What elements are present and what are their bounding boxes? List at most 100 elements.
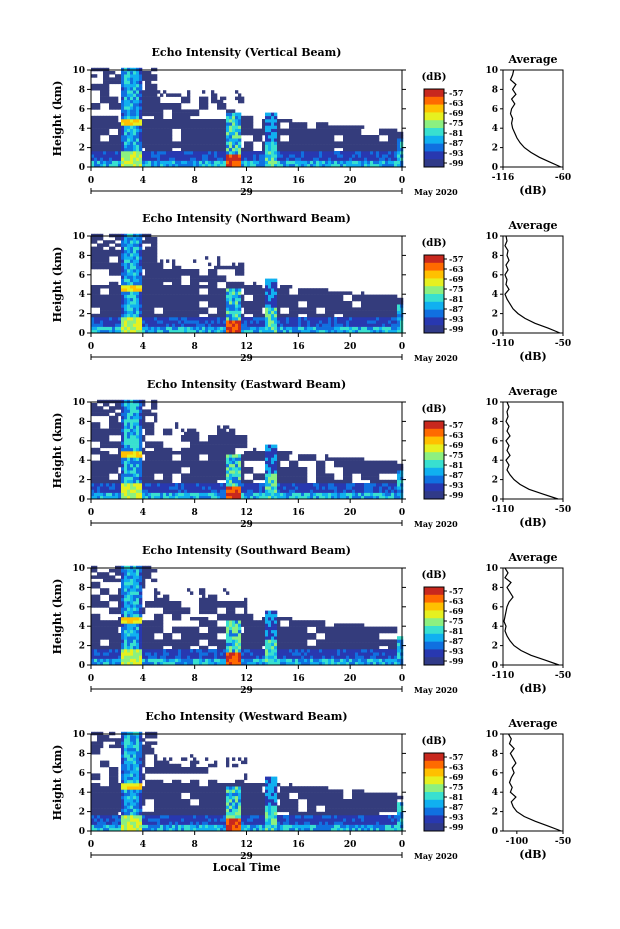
image-cell bbox=[220, 460, 224, 465]
image-cell bbox=[220, 106, 224, 110]
image-cell bbox=[163, 467, 167, 471]
image-cell bbox=[337, 317, 341, 321]
image-cell bbox=[124, 262, 128, 267]
image-cell bbox=[325, 313, 329, 318]
image-cell bbox=[139, 115, 143, 120]
image-cell bbox=[352, 131, 356, 136]
image-cell bbox=[142, 103, 146, 107]
image-cell bbox=[169, 428, 173, 433]
image-cell bbox=[235, 483, 239, 487]
image-cell bbox=[148, 240, 152, 244]
image-cell bbox=[244, 128, 248, 133]
image-cell bbox=[127, 265, 131, 270]
image-cell bbox=[145, 269, 149, 273]
image-cell bbox=[157, 109, 161, 113]
image-cell bbox=[142, 109, 146, 113]
image-cell bbox=[121, 275, 125, 279]
image-cell bbox=[157, 262, 161, 267]
image-cell bbox=[352, 320, 356, 324]
image-cell bbox=[148, 297, 152, 302]
image-cell bbox=[130, 425, 134, 429]
image-cell bbox=[199, 141, 203, 145]
image-cell bbox=[190, 304, 194, 308]
image-cell bbox=[142, 486, 146, 490]
image-cell bbox=[349, 128, 353, 133]
image-cell bbox=[148, 486, 152, 490]
image-cell bbox=[106, 329, 110, 334]
image-cell bbox=[127, 160, 131, 165]
image-cell bbox=[109, 406, 113, 410]
image-cell bbox=[241, 320, 245, 324]
image-cell bbox=[337, 294, 341, 299]
image-cell bbox=[127, 438, 131, 442]
image-cell bbox=[184, 326, 188, 331]
image-cell bbox=[208, 275, 212, 279]
image-cell bbox=[154, 447, 158, 452]
image-cell bbox=[283, 119, 287, 123]
image-cell bbox=[268, 112, 272, 117]
image-cell bbox=[121, 406, 125, 410]
image-cell bbox=[232, 163, 236, 168]
image-cell bbox=[202, 297, 206, 302]
image-cell bbox=[172, 163, 176, 168]
image-cell bbox=[139, 457, 143, 461]
image-cell bbox=[148, 122, 152, 126]
image-cell bbox=[322, 291, 326, 295]
image-cell bbox=[124, 476, 128, 481]
image-cell bbox=[91, 122, 95, 126]
colorbar-tick-label: -63 bbox=[449, 264, 464, 274]
image-cell bbox=[193, 128, 197, 133]
image-cell bbox=[103, 313, 107, 318]
image-cell bbox=[112, 135, 116, 139]
image-cell bbox=[109, 317, 113, 321]
image-cell bbox=[163, 473, 167, 477]
image-cell bbox=[253, 135, 257, 139]
image-cell bbox=[175, 119, 179, 123]
image-cell bbox=[241, 304, 245, 308]
image-cell bbox=[232, 473, 236, 477]
image-cell bbox=[226, 301, 230, 305]
image-cell bbox=[340, 310, 344, 315]
image-cell bbox=[154, 329, 158, 334]
image-cell bbox=[217, 431, 221, 436]
image-cell bbox=[166, 93, 170, 97]
image-cell bbox=[190, 275, 194, 279]
image-cell bbox=[178, 294, 182, 299]
image-cell bbox=[253, 281, 257, 286]
image-cell bbox=[208, 151, 212, 155]
image-cell bbox=[151, 457, 155, 461]
image-cell bbox=[145, 323, 149, 327]
image-cell bbox=[271, 317, 275, 321]
image-cell bbox=[304, 135, 308, 139]
image-cell bbox=[265, 457, 269, 461]
image-cell bbox=[331, 310, 335, 315]
image-cell bbox=[379, 163, 383, 168]
image-cell bbox=[112, 147, 116, 152]
image-cell bbox=[154, 285, 158, 289]
image-cell bbox=[289, 294, 293, 299]
colorbar-bin bbox=[424, 301, 444, 310]
colorbar-frame bbox=[423, 254, 445, 334]
image-cell bbox=[346, 147, 350, 152]
image-cell bbox=[313, 317, 317, 321]
image-cell bbox=[244, 317, 248, 321]
image-cell bbox=[184, 447, 188, 452]
image-cell bbox=[397, 157, 401, 161]
image-cell bbox=[217, 154, 221, 158]
image-cell bbox=[148, 106, 152, 110]
image-cell bbox=[205, 106, 209, 110]
image-cell bbox=[109, 138, 113, 142]
image-cell bbox=[316, 323, 320, 327]
image-cell bbox=[355, 163, 359, 168]
image-cell bbox=[148, 154, 152, 158]
image-cell bbox=[145, 470, 149, 474]
image-cell bbox=[154, 259, 158, 263]
image-cell bbox=[106, 144, 110, 149]
image-cell bbox=[142, 470, 146, 474]
image-cell bbox=[343, 323, 347, 327]
image-cell bbox=[184, 112, 188, 117]
image-cell bbox=[103, 243, 107, 247]
image-cell bbox=[274, 451, 278, 455]
image-cell bbox=[346, 291, 350, 295]
image-cell bbox=[115, 460, 119, 465]
